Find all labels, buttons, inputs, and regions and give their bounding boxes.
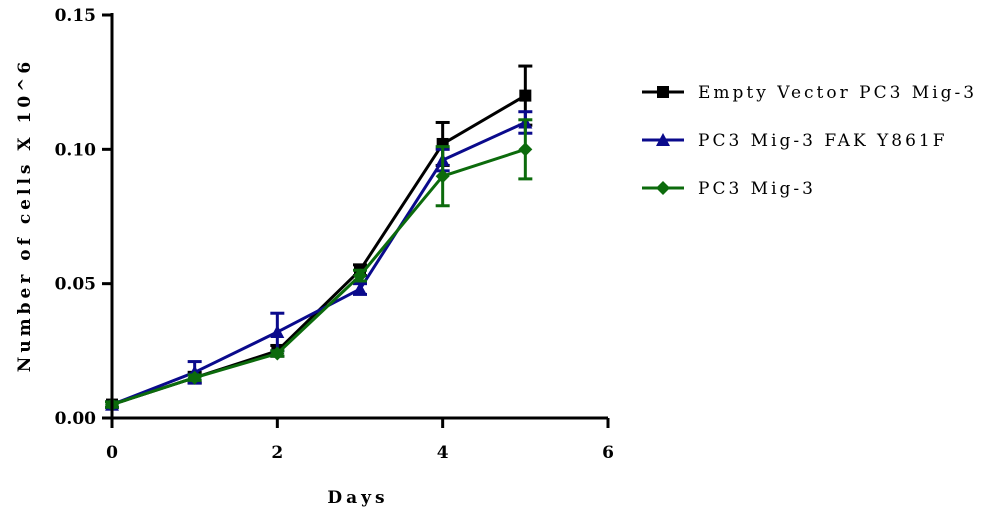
y-tick-label-1: 0.05 [55, 275, 96, 295]
plot-area [105, 64, 533, 412]
data-point-1-2 [270, 325, 285, 339]
legend-item-2: PC3 Mig-3 [642, 179, 816, 199]
data-point-0-5 [519, 89, 532, 102]
series-2 [105, 118, 533, 412]
legend-label-2: PC3 Mig-3 [698, 179, 816, 199]
axes [110, 13, 608, 420]
data-point-2-3 [353, 268, 367, 283]
x-tick-label-3: 6 [602, 443, 614, 463]
y-axis-title: Number of cells X 10^6 [15, 58, 35, 372]
data-point-2-4 [435, 169, 450, 184]
series-line-0 [111, 94, 527, 406]
legend-marker-2 [656, 181, 670, 195]
ticks: 0 2 4 6 0.00 0.05 0.10 0.15 [55, 6, 614, 463]
y-tick-label-3: 0.15 [55, 6, 96, 26]
y-tick-label-2: 0.10 [55, 140, 97, 160]
legend-item-0: Empty Vector PC3 Mig-3 [642, 83, 977, 103]
x-tick-label-0: 0 [106, 443, 118, 463]
series-line-1 [111, 121, 526, 406]
y-tick-label-0: 0.00 [55, 409, 97, 429]
data-point-2-2 [270, 346, 285, 361]
series-0 [105, 64, 533, 411]
legend-marker-1 [656, 133, 670, 146]
legend-marker-0 [657, 86, 669, 98]
legend-label-0: Empty Vector PC3 Mig-3 [698, 83, 977, 103]
legend: Empty Vector PC3 Mig-3 PC3 Mig-3 FAK Y861… [642, 83, 977, 199]
series-1 [105, 110, 533, 411]
legend-label-1: PC3 Mig-3 FAK Y861F [698, 131, 948, 151]
x-tick-label-1: 2 [271, 443, 283, 463]
x-tick-label-2: 4 [437, 443, 449, 463]
data-point-2-1 [187, 370, 202, 385]
legend-item-1: PC3 Mig-3 FAK Y861F [642, 131, 948, 151]
x-axis-title: Days [327, 488, 388, 508]
series-line-2 [111, 147, 526, 406]
data-point-2-5 [518, 142, 533, 157]
data-point-1-3 [353, 282, 367, 296]
